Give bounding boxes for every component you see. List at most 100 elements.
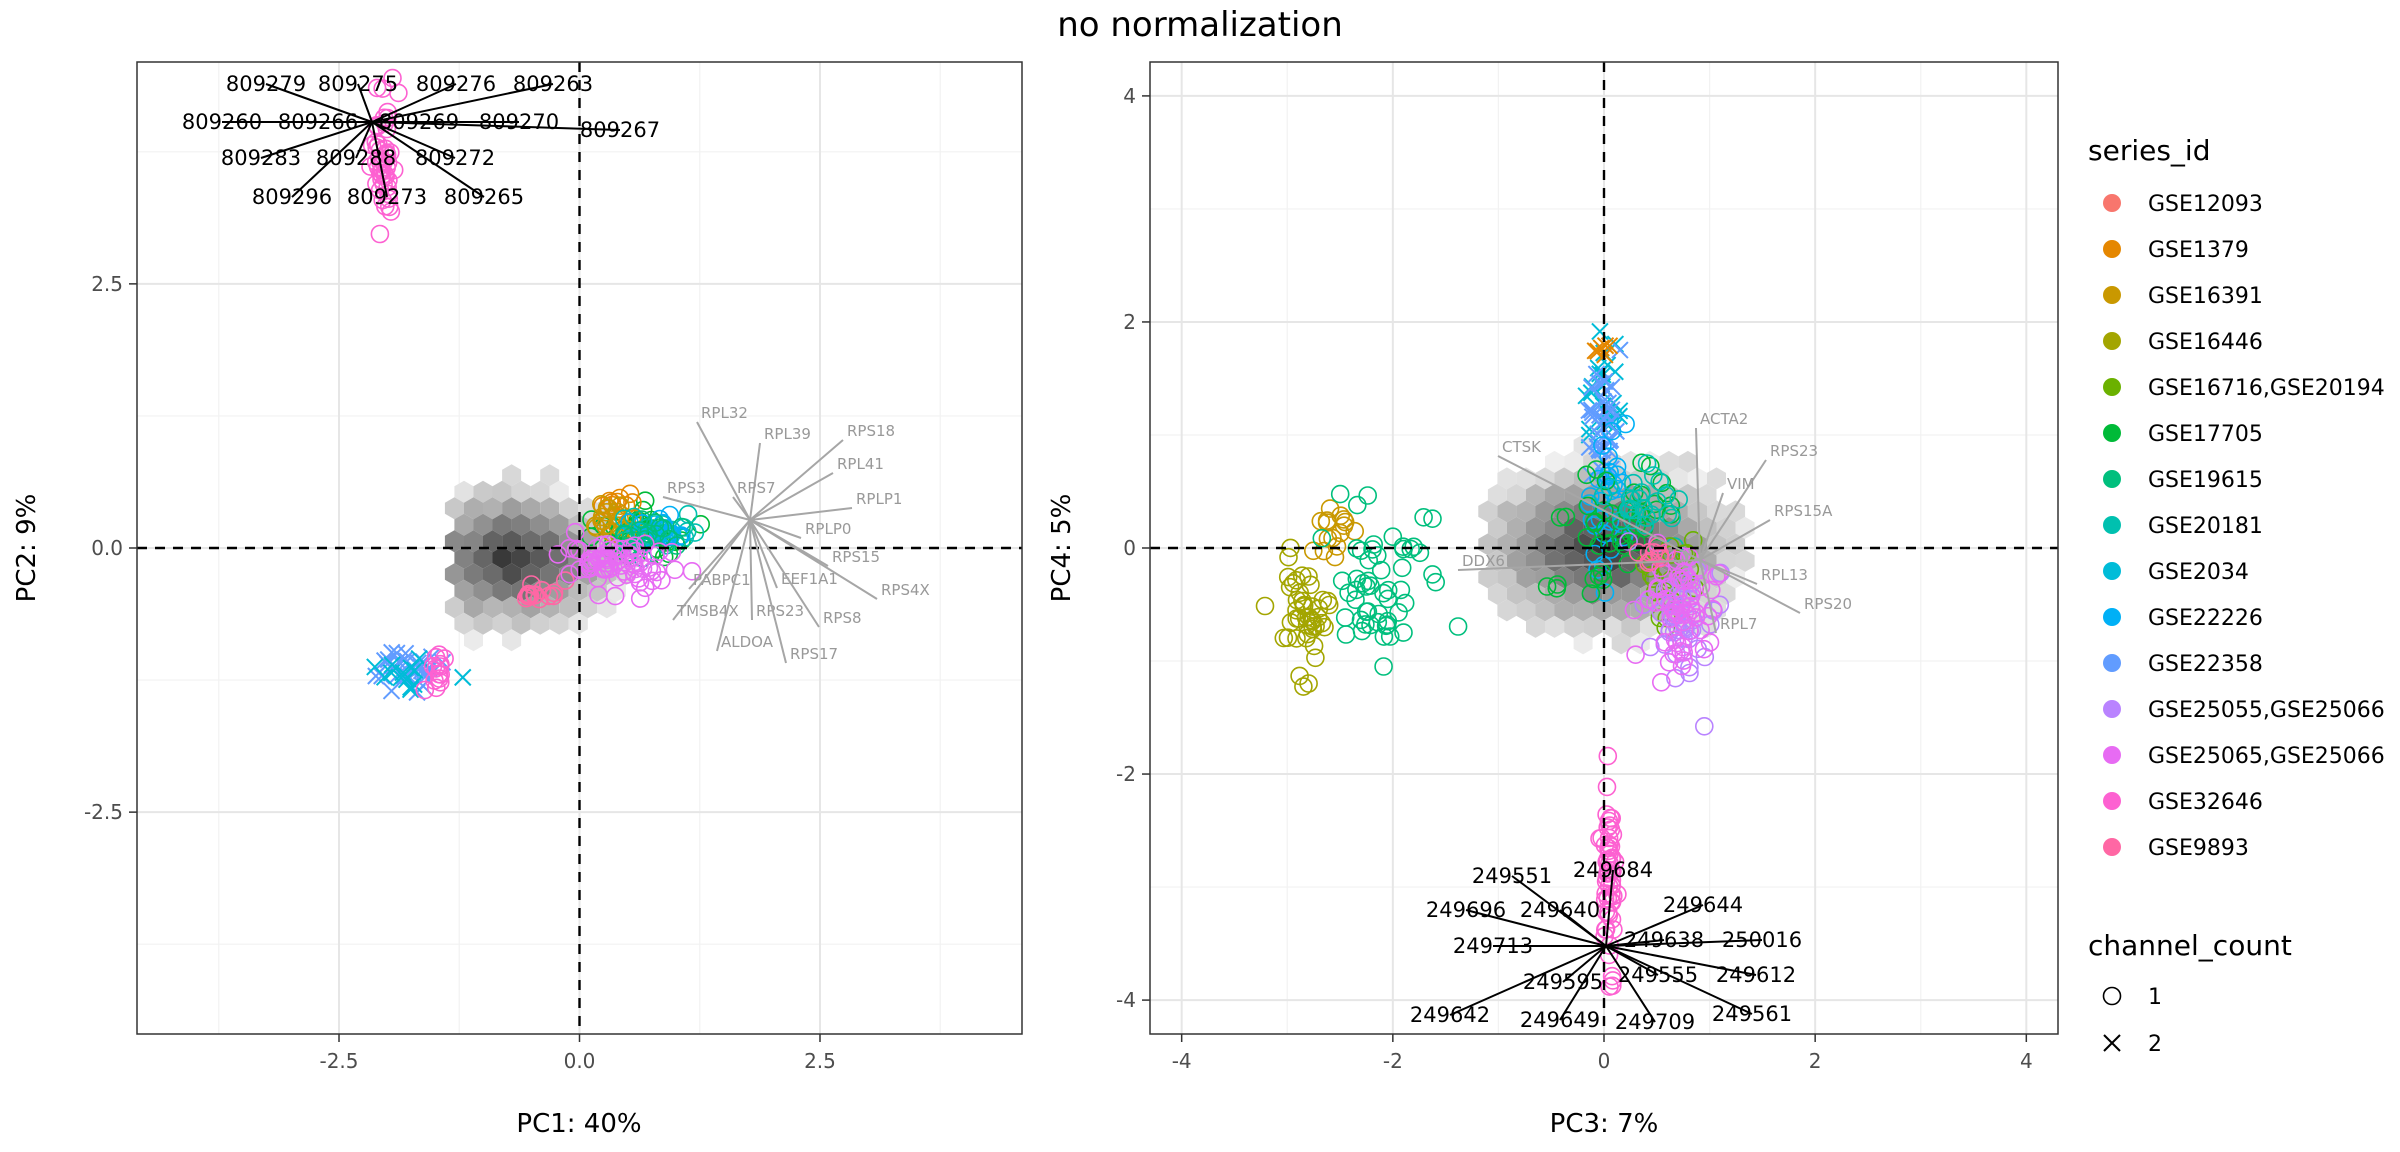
sample-label: 809260 — [182, 110, 262, 134]
loading-label: ALDOA — [721, 633, 774, 651]
data-point — [1330, 484, 1350, 504]
density-hexbin — [473, 480, 493, 503]
loading-segment — [749, 519, 778, 589]
zero-lines-2 — [1150, 62, 2058, 1034]
data-point — [1695, 716, 1714, 736]
data-point — [1700, 633, 1720, 652]
density-hexbin — [1687, 500, 1707, 523]
data-point — [1644, 466, 1663, 485]
data-point — [1391, 580, 1411, 600]
data-point — [1694, 639, 1714, 659]
legend-item: GSE32646 — [2103, 790, 2263, 815]
density-hexbin — [454, 480, 474, 503]
data-point — [379, 197, 399, 217]
figure-title: no normalization — [1057, 5, 1343, 45]
loading-labels-2: ACTA2 RPS23 CTSK VIM RPS15A DDX6 RPL13 RPS20 RPL… — [1457, 410, 1852, 634]
label-leader — [357, 83, 373, 123]
y-tick-label: -4 — [1116, 988, 1136, 1012]
density-hexbin — [1640, 582, 1660, 605]
loading-label: RPL13 — [1761, 566, 1808, 584]
label-leader — [291, 121, 373, 198]
data-point — [415, 680, 435, 700]
density-hexbin — [1735, 516, 1755, 539]
density-hexbin — [1526, 483, 1545, 506]
data-point — [1678, 567, 1697, 587]
data-point — [529, 589, 549, 609]
density-hexbin — [1554, 566, 1574, 589]
density-hexbin — [1564, 516, 1584, 539]
density-hexbin — [1497, 500, 1517, 523]
legend-key — [2103, 424, 2121, 442]
sample-label: 249649 — [1520, 1008, 1600, 1032]
density-hexbin — [1611, 599, 1631, 622]
legend-series-title: series_id — [2088, 134, 2210, 167]
label-leader — [260, 121, 373, 159]
density-hexbin — [521, 497, 541, 520]
density-hexbin — [1535, 467, 1555, 490]
density-hexbin — [1535, 500, 1555, 523]
label-leader — [371, 121, 485, 198]
data-point — [382, 664, 401, 682]
density-hexbin — [1726, 500, 1746, 523]
sample-label: 249561 — [1712, 1002, 1792, 1026]
data-point — [368, 157, 388, 177]
data-point — [1304, 541, 1323, 561]
loading-label: TMSB4X — [676, 602, 739, 620]
label-leader — [1465, 909, 1607, 947]
density-hexbin — [1554, 599, 1574, 622]
density-hexbin — [1478, 500, 1498, 523]
data-point — [1581, 584, 1601, 603]
data-point — [1603, 378, 1621, 396]
density-hexbin — [1573, 434, 1593, 457]
loading-segment — [749, 472, 834, 521]
panel-pc1-pc2: RPL39 RPS18 RPL32 RPL41 RPS7 RPLP1 RPS3 RPLP0 RP… — [12, 61, 1023, 1139]
loading-labels-1: RPL39 RPS18 RPL32 RPL41 RPS7 RPLP1 RPS3 RPLP0 RP… — [662, 404, 930, 664]
data-point — [370, 224, 390, 244]
data-point — [1278, 567, 1298, 587]
data-point — [539, 586, 559, 606]
data-point — [650, 518, 670, 537]
sample-label: 809279 — [226, 72, 306, 96]
data-point — [1680, 570, 1699, 590]
density-hexbin — [1506, 483, 1526, 506]
density-hexbin — [492, 480, 512, 503]
sample-label: 249644 — [1663, 893, 1743, 917]
legend-item: GSE2034 — [2103, 560, 2249, 585]
density-hexbin — [1668, 467, 1688, 490]
density-hexbin — [540, 464, 560, 487]
density-hexbin — [464, 629, 483, 652]
density-hexbin — [1554, 467, 1574, 490]
legend-label: GSE22226 — [2148, 606, 2263, 631]
sample-label: 249642 — [1410, 1003, 1490, 1027]
sample-label: 249612 — [1716, 963, 1796, 987]
data-point — [1302, 610, 1321, 630]
loading-segment — [1699, 459, 1767, 561]
density-hexbin — [1526, 582, 1545, 605]
x-tick-label: -2 — [1383, 1049, 1403, 1073]
density-hexbin — [1554, 533, 1574, 556]
legend-key — [2103, 838, 2121, 856]
label-leader — [265, 83, 373, 123]
density-hexbin — [1630, 566, 1650, 589]
x-axis-label-1: PC1: 40% — [516, 1109, 641, 1139]
legend-shape-title: channel_count — [2088, 929, 2292, 962]
data-point — [548, 545, 568, 564]
data-point — [1607, 422, 1626, 441]
data-point — [1596, 519, 1615, 538]
density-hexbin — [444, 596, 464, 619]
data-point — [1647, 492, 1667, 511]
data-point — [516, 588, 536, 608]
data-point — [643, 571, 662, 591]
loading-label: ACTA2 — [1700, 410, 1748, 428]
density-hexbin — [1707, 467, 1726, 490]
density-hexbin — [549, 546, 569, 569]
data-point — [1652, 672, 1671, 692]
data-point — [1650, 548, 1670, 568]
x-tick-label: 4 — [2020, 1049, 2033, 1073]
data-point — [1635, 515, 1655, 535]
data-point — [1583, 378, 1601, 397]
density-hexbin — [473, 513, 493, 536]
data-point — [1358, 571, 1378, 591]
label-leader — [1559, 945, 1607, 1021]
data-point — [1665, 630, 1685, 650]
